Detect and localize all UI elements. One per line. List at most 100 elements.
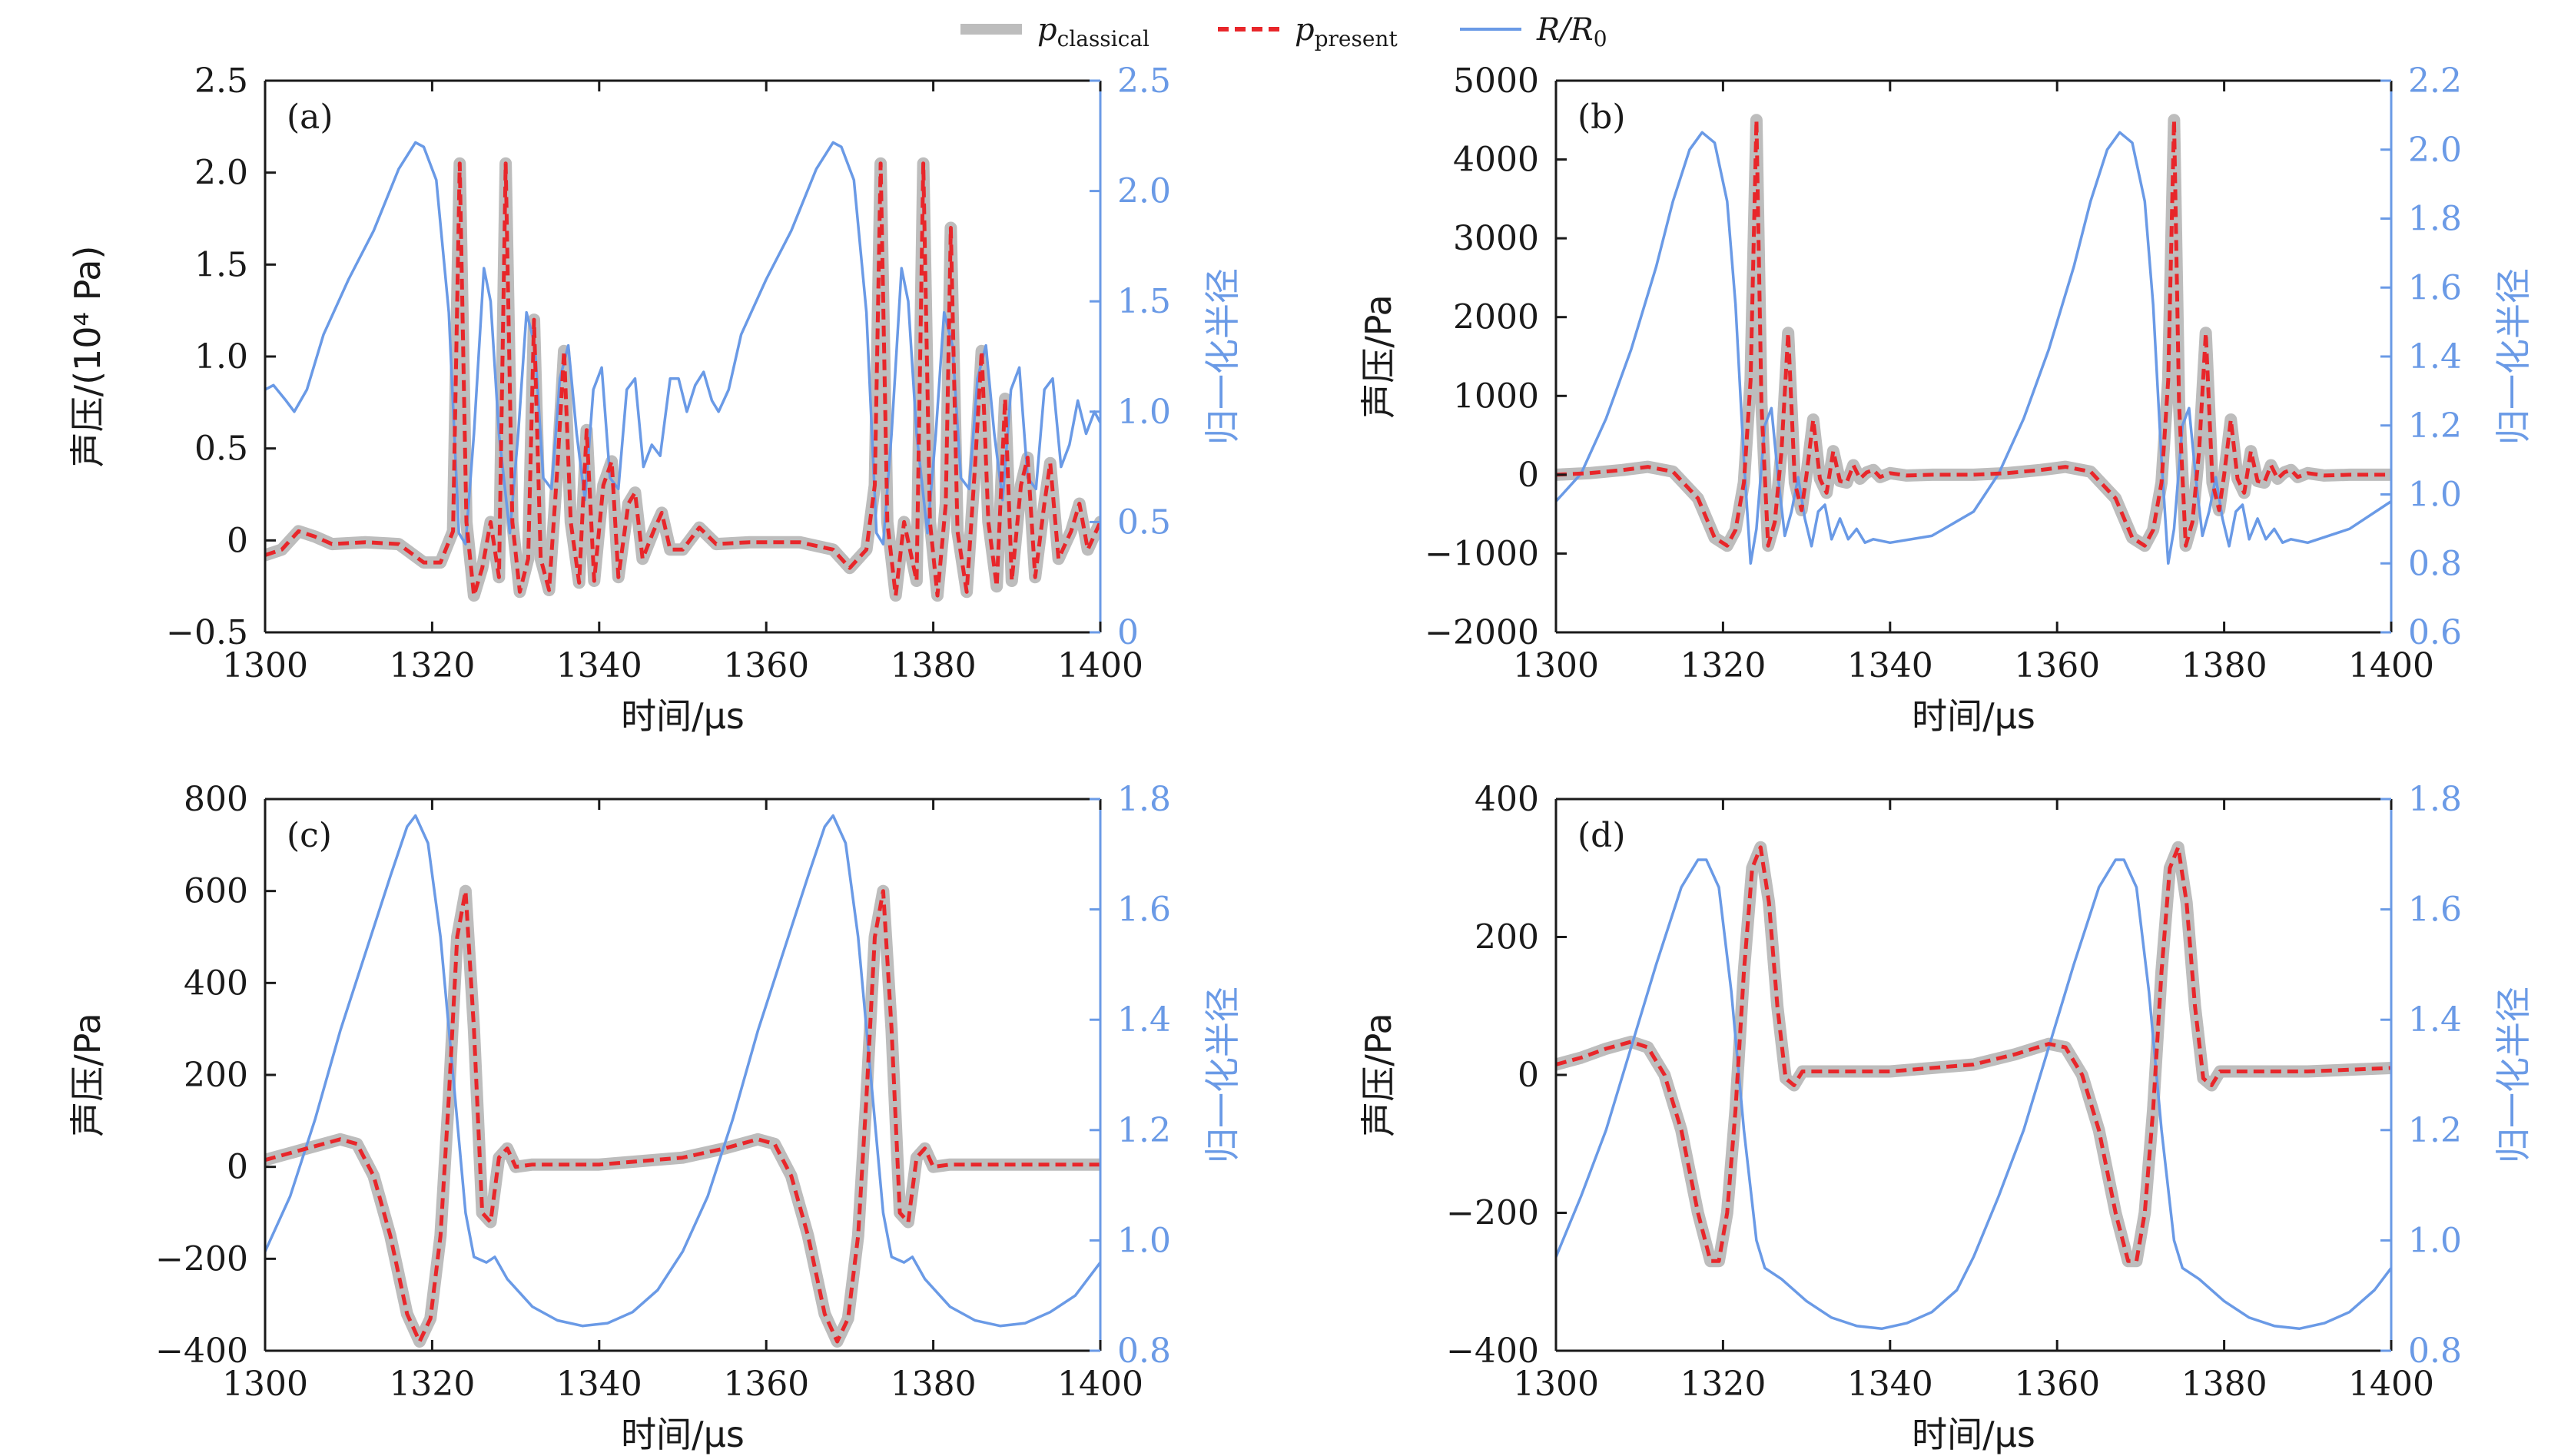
y-tick-label: 4000 — [1453, 141, 1539, 180]
series-radius — [265, 814, 1100, 1328]
legend: pclassical ppresent R/R0 — [960, 12, 1607, 51]
panel-a: 1300 1320 1340 1360 1380 1400 −0.5 0 0.5 1.0 1.5 2.… — [67, 61, 1243, 737]
y2-tick-label: 1.5 — [1117, 282, 1171, 321]
series-radius — [265, 141, 1100, 546]
x-tick-label: 1380 — [891, 1365, 977, 1404]
y2-tick-label: 1.0 — [1117, 393, 1171, 432]
y-tick-label: 3000 — [1453, 219, 1539, 258]
y-tick-label: −400 — [155, 1332, 248, 1371]
y2-tick-label: 2.5 — [1117, 61, 1171, 101]
x-tick-label: 1340 — [556, 1365, 642, 1404]
y-tick-label: −0.5 — [166, 613, 248, 652]
y2-tick-label: 1.6 — [1117, 891, 1171, 930]
y2-tick-label: 0.8 — [2408, 544, 2462, 583]
y-tick-label: 1000 — [1453, 376, 1539, 416]
y-tick-label: 2.0 — [194, 154, 248, 193]
y2-tick-label: 1.4 — [2408, 1000, 2462, 1040]
x-tick-label: 1400 — [2348, 1365, 2434, 1404]
y-tick-label: −200 — [1446, 1194, 1539, 1233]
series-radius — [1556, 858, 2391, 1331]
legend-label-radius: R/R0 — [1536, 12, 1607, 51]
y-tick-label: 2000 — [1453, 298, 1539, 337]
x-tick-label: 1360 — [723, 646, 809, 685]
y2-tick-label: 0 — [1117, 613, 1139, 652]
y2-tick-label: 1.8 — [2408, 200, 2462, 239]
panel-label: (d) — [1577, 816, 1626, 855]
y2-tick-label: 1.4 — [1117, 1000, 1171, 1040]
x-tick-label: 1340 — [556, 646, 642, 685]
series-p-present — [1556, 118, 2391, 548]
y-tick-label: −200 — [155, 1239, 248, 1279]
y2-tick-label: 1.4 — [2408, 337, 2462, 376]
y2-tick-label: 0.5 — [1117, 502, 1171, 542]
y-tick-label: 200 — [1475, 918, 1539, 957]
y2-axis-title: 归一化半径 — [1202, 987, 1243, 1163]
legend-label-classical: pclassical — [1037, 12, 1149, 51]
x-axis-title: 时间/μs — [1912, 1414, 2035, 1455]
panel-c: 1300 1320 1340 1360 1380 1400 −400 −200 0 200 400 6… — [67, 780, 1243, 1455]
x-tick-label: 1300 — [222, 646, 308, 685]
x-tick-label: 1340 — [1847, 646, 1933, 685]
y2-tick-label: 1.6 — [2408, 891, 2462, 930]
x-tick-label: 1320 — [1680, 1365, 1766, 1404]
panel-label: (a) — [287, 98, 333, 137]
y-tick-label: 0 — [1518, 456, 1539, 495]
y-tick-label: 400 — [184, 963, 248, 1003]
x-tick-label: 1300 — [222, 1365, 308, 1404]
y2-tick-label: 0.8 — [1117, 1332, 1171, 1371]
y-tick-label: 1.5 — [194, 245, 248, 284]
panel-label: (b) — [1577, 98, 1626, 137]
y2-tick-label: 1.2 — [2408, 1111, 2462, 1150]
y2-axis-title: 归一化半径 — [2493, 268, 2534, 445]
y-tick-label: 400 — [1475, 780, 1539, 819]
x-axis-title: 时间/μs — [1912, 695, 2035, 737]
y-tick-label: 0 — [1518, 1056, 1539, 1095]
x-tick-label: 1300 — [1513, 646, 1599, 685]
series-p-present — [1556, 845, 2391, 1263]
panel-label: (c) — [287, 816, 332, 855]
y2-tick-label: 1.2 — [2408, 406, 2462, 446]
series-radius — [1556, 131, 2391, 565]
x-tick-label: 1400 — [1057, 1365, 1143, 1404]
y-tick-label: 1.0 — [194, 337, 248, 376]
y-axis-title: 声压/Pa — [1358, 1013, 1399, 1136]
series-p-classical — [265, 157, 1100, 602]
panel-b: 1300 1320 1340 1360 1380 1400 −2000 −1000 0 1000 2… — [1358, 61, 2534, 737]
y-tick-label: 200 — [184, 1056, 248, 1095]
series-p-classical — [1556, 841, 2391, 1268]
x-tick-label: 1360 — [2014, 1365, 2100, 1404]
y2-tick-label: 1.2 — [1117, 1111, 1171, 1150]
y-axis-title: 声压/(10⁴ Pa) — [67, 246, 108, 468]
x-tick-label: 1380 — [2181, 646, 2267, 685]
x-tick-label: 1380 — [2181, 1365, 2267, 1404]
y2-tick-label: 2.0 — [2408, 131, 2462, 170]
x-tick-label: 1360 — [2014, 646, 2100, 685]
y-tick-label: 600 — [184, 872, 248, 911]
y-tick-label: −400 — [1446, 1332, 1539, 1371]
x-tick-label: 1340 — [1847, 1365, 1933, 1404]
y2-tick-label: 2.2 — [2408, 61, 2462, 101]
y2-tick-label: 1.0 — [1117, 1221, 1171, 1260]
y-tick-label: 800 — [184, 780, 248, 819]
series-p-present — [265, 161, 1100, 598]
y2-tick-label: 1.6 — [2408, 268, 2462, 307]
y-tick-label: 2.5 — [194, 61, 248, 101]
y-tick-label: 5000 — [1453, 61, 1539, 101]
x-tick-label: 1320 — [389, 646, 475, 685]
legend-label-present: ppresent — [1295, 12, 1398, 51]
y2-tick-label: 1.8 — [2408, 780, 2462, 819]
y-tick-label: 0.5 — [194, 430, 248, 469]
series-p-present — [265, 889, 1100, 1344]
x-tick-label: 1320 — [1680, 646, 1766, 685]
y-axis-title: 声压/Pa — [67, 1013, 108, 1136]
y2-tick-label: 2.0 — [1117, 172, 1171, 211]
y-axis-title: 声压/Pa — [1358, 294, 1399, 418]
y2-axis-title: 归一化半径 — [1202, 268, 1243, 445]
series-p-classical — [265, 884, 1100, 1348]
series-p-classical — [1556, 114, 2391, 552]
panel-d: 1300 1320 1340 1360 1380 1400 −400 −200 0 200 400 0… — [1358, 780, 2534, 1455]
y-tick-label: 0 — [227, 1148, 248, 1187]
x-axis-title: 时间/μs — [621, 695, 745, 737]
x-tick-label: 1300 — [1513, 1365, 1599, 1404]
